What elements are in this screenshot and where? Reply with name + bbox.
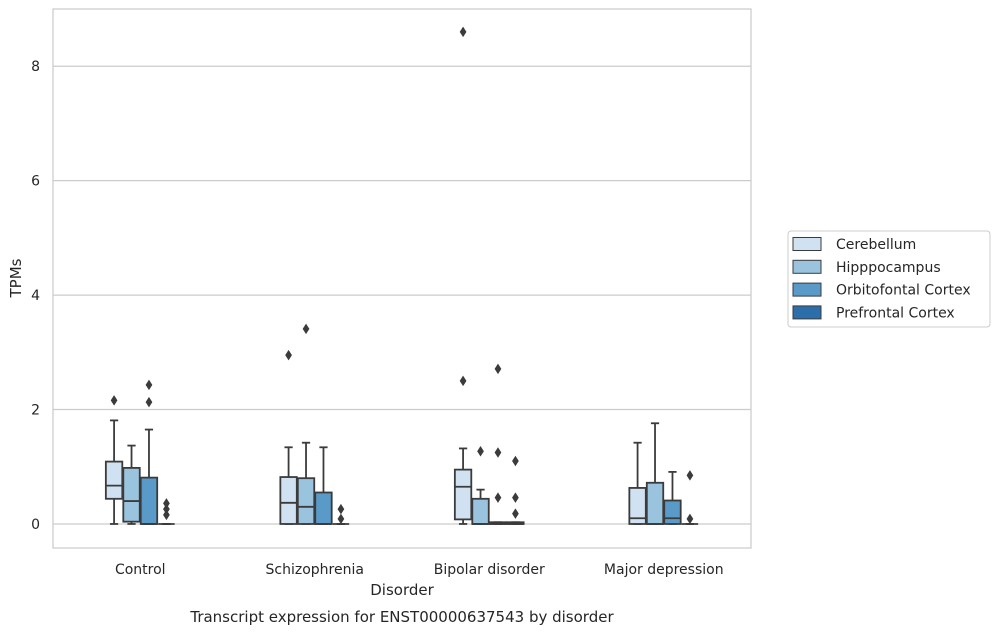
box-1-4 xyxy=(158,498,175,525)
legend-label-4: Prefrontal Cortex xyxy=(836,305,955,321)
y-tick-label: 8 xyxy=(31,59,40,75)
legend-swatch-3 xyxy=(792,282,822,297)
outlier-point xyxy=(163,498,170,509)
x-tick-label-2: Schizophrenia xyxy=(266,562,364,578)
box-body xyxy=(296,477,316,525)
outlier-point xyxy=(512,508,519,519)
x-tick-label-4: Major depression xyxy=(604,562,724,578)
box-2-2 xyxy=(296,323,316,525)
box-2-4 xyxy=(332,503,350,525)
outlier-point xyxy=(163,503,170,515)
box-body xyxy=(122,466,141,523)
y-tick-label: 6 xyxy=(31,174,40,190)
y-tick-label: 2 xyxy=(31,403,40,419)
box-3-2 xyxy=(471,446,490,525)
box-1-3 xyxy=(139,379,159,525)
outlier-point xyxy=(302,323,310,335)
outlier-point xyxy=(285,349,292,361)
outlier-point xyxy=(477,446,484,457)
y-tick-label: 4 xyxy=(31,288,40,304)
outlier-point xyxy=(145,379,153,391)
box-2-3 xyxy=(314,446,333,525)
box-body xyxy=(104,460,124,500)
x-tick-label-3: Bipolar disorder xyxy=(434,562,545,578)
box-3-3 xyxy=(488,363,508,525)
outlier-point xyxy=(494,447,502,458)
box-2-1 xyxy=(279,349,298,525)
box-body xyxy=(663,499,682,525)
outlier-point xyxy=(337,503,345,515)
y-tick-label: 0 xyxy=(31,517,40,533)
box-1-2 xyxy=(122,444,141,525)
outlier-point xyxy=(494,363,502,375)
legend-label-3: Orbitofontal Cortex xyxy=(836,283,971,299)
outlier-point xyxy=(686,513,694,525)
legend-swatch-4 xyxy=(792,305,822,320)
boxes-layer xyxy=(104,26,699,525)
box-body xyxy=(139,476,159,525)
box-body xyxy=(279,476,298,525)
plot-area xyxy=(53,9,751,548)
legend: Cerebellum Hipppocampus Orbitofontal Corte… xyxy=(787,230,991,328)
legend-swatch-1 xyxy=(792,237,822,251)
box-3-1 xyxy=(453,26,473,525)
box-1-1 xyxy=(104,395,124,525)
box-4-2 xyxy=(645,422,665,525)
outlier-point xyxy=(512,492,519,503)
outlier-point xyxy=(145,396,153,408)
outlier-point xyxy=(459,375,467,387)
outlier-point xyxy=(494,492,502,503)
outlier-point xyxy=(459,26,467,38)
box-body xyxy=(453,468,473,521)
box-4-4 xyxy=(681,470,699,525)
outlier-point xyxy=(512,455,519,467)
y-axis-label: TPMs xyxy=(7,258,25,298)
y-tick-labels: 0 2 4 6 8 xyxy=(31,59,40,533)
outlier-point xyxy=(163,509,170,521)
plot-frame xyxy=(52,8,752,549)
legend-label-1: Cerebellum xyxy=(836,237,916,253)
chart-caption: Transcript expression for ENST0000063754… xyxy=(189,608,614,626)
outlier-point xyxy=(337,513,345,525)
box-body xyxy=(628,487,647,525)
x-axis-label: Disorder xyxy=(370,581,434,599)
box-3-4 xyxy=(506,455,525,525)
x-tick-labels: Control Schizophrenia Bipolar disorder Majo… xyxy=(115,562,724,578)
outlier-point xyxy=(110,395,118,406)
box-body xyxy=(645,481,665,525)
box-body xyxy=(314,491,333,525)
legend-label-2: Hipppocampus xyxy=(836,260,941,276)
outlier-point xyxy=(686,470,694,481)
legend-frame xyxy=(787,230,991,328)
x-tick-label-1: Control xyxy=(115,562,166,578)
box-4-1 xyxy=(628,441,647,525)
box-body xyxy=(471,497,490,525)
legend-swatch-2 xyxy=(792,259,822,274)
box-4-3 xyxy=(663,470,682,525)
